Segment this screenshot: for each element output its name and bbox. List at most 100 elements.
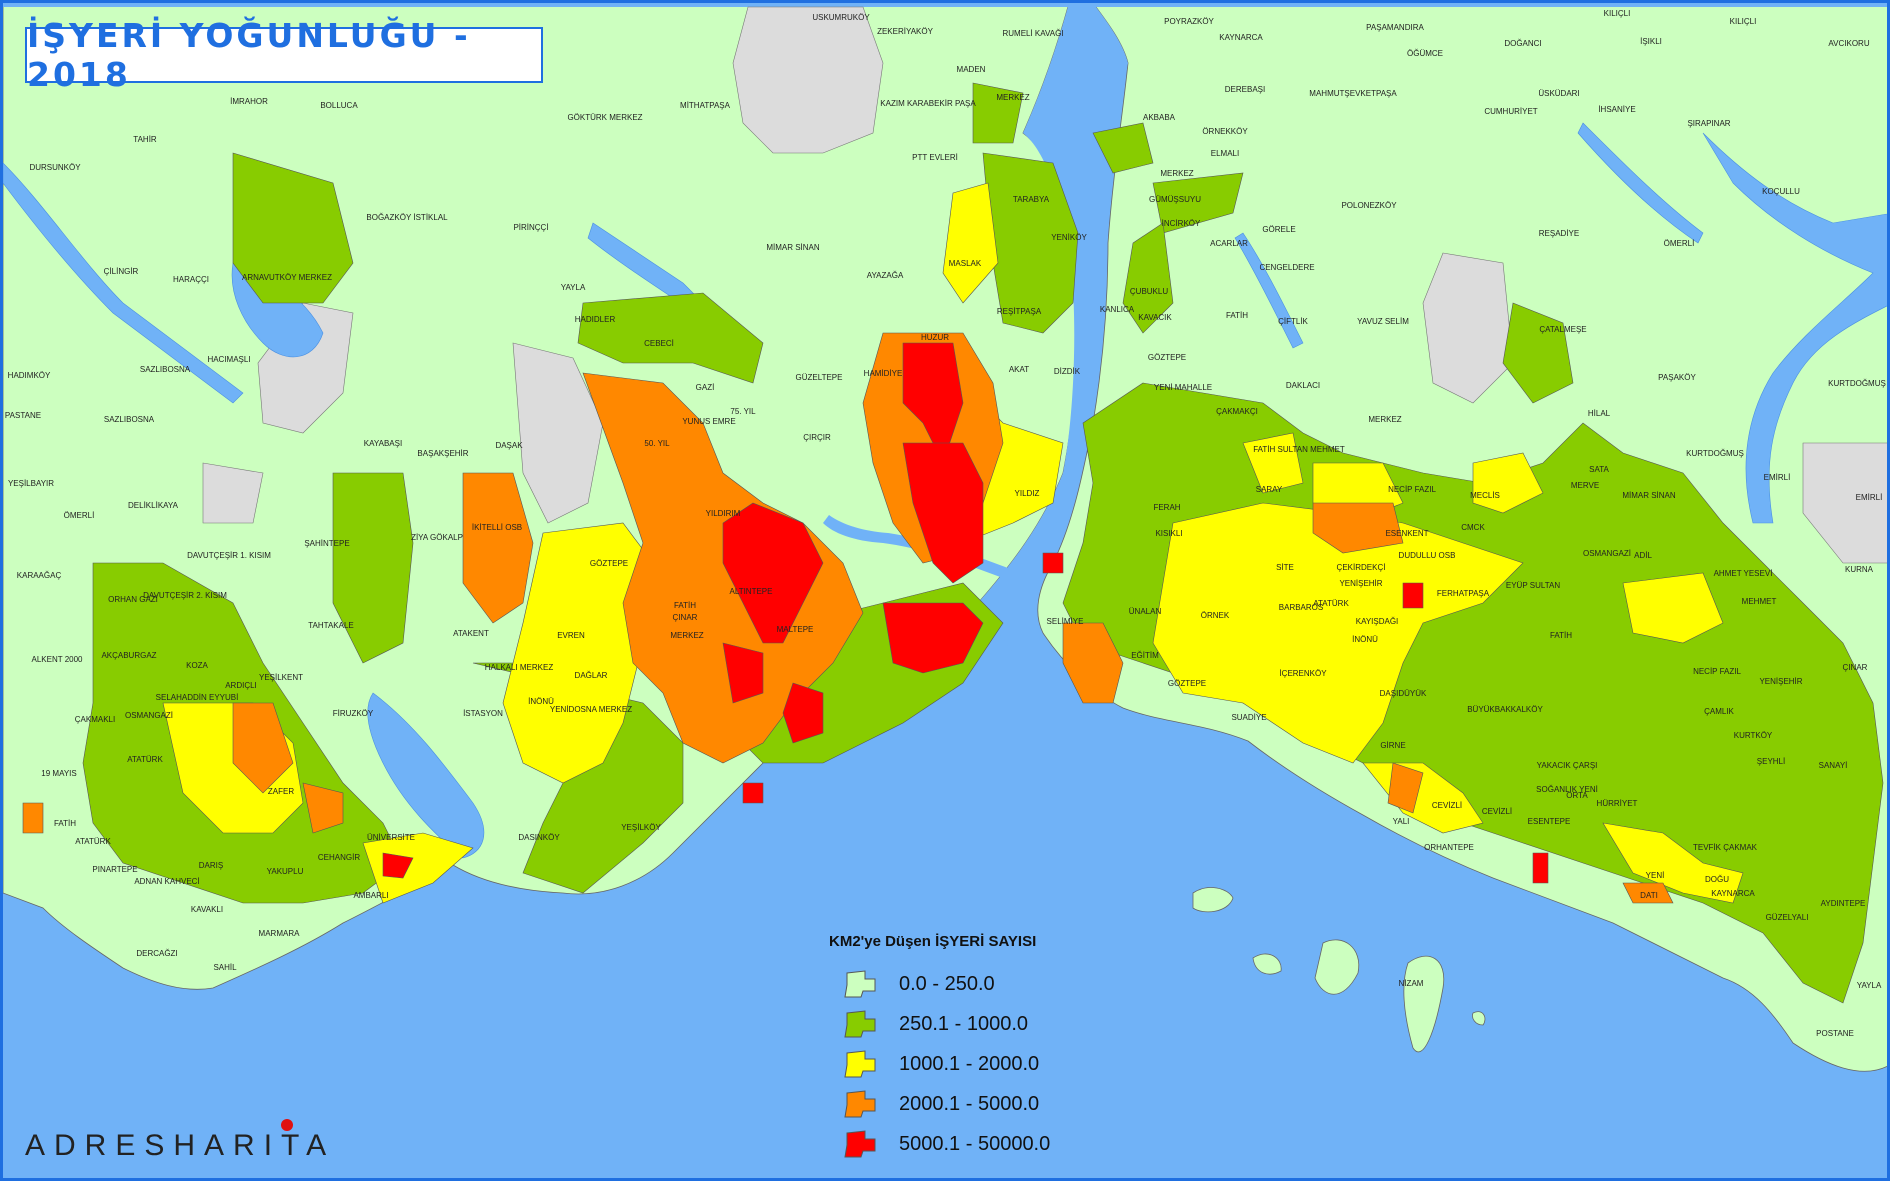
brand-dot-icon: [281, 1119, 293, 1131]
place-label: MİTHATPAŞA: [680, 101, 730, 110]
place-label: ATATÜRK: [1313, 599, 1349, 608]
place-label: ESENTEPE: [1527, 817, 1571, 826]
place-label: DAVUTÇEŞİR 2. KISIM: [143, 591, 227, 600]
place-label: ATAKENT: [453, 629, 489, 638]
place-label: YEŞİLKENT: [258, 673, 304, 682]
place-label: PİRİNÇÇİ: [513, 223, 549, 232]
place-label: SANAYİ: [1818, 761, 1848, 770]
place-label: İŞIKLI: [1640, 37, 1662, 46]
place-label: DELİKLİKAYA: [128, 501, 178, 510]
place-label: YENİKÖY: [1051, 233, 1087, 242]
legend: KM2'ye Düşen İŞYERİ SAYISI 0.0 - 250.0 2…: [829, 933, 1129, 1164]
place-label: FERHATPAŞA: [1436, 589, 1490, 598]
place-label: İNÖNÜ: [1352, 635, 1378, 644]
place-label: AHMET YESEVİ: [1713, 569, 1773, 578]
place-label: YAYLA: [560, 283, 586, 292]
place-label: MAHMUTŞEVKETPAŞA: [1309, 89, 1397, 98]
place-label: MERKEZ: [670, 631, 704, 640]
place-label: YENİ MAHALLE: [1153, 383, 1213, 392]
place-label: ATATÜRK: [127, 755, 163, 764]
place-label: TAHTAKALE: [308, 621, 354, 630]
place-label: ÜNİVERSİTE: [366, 833, 416, 842]
place-label: DOĞANCI: [1504, 39, 1542, 48]
place-label: HUZUR: [921, 333, 949, 342]
bosphorus: [978, 3, 1128, 653]
place-label: FATİH: [53, 819, 77, 828]
legend-item: 1000.1 - 2000.0: [829, 1044, 1129, 1084]
place-label: KAVAKLI: [190, 905, 224, 914]
islands: [1192, 887, 1486, 1053]
place-label: AYDINTEPE: [1820, 899, 1866, 908]
place-label: İKİTELLİ OSB: [471, 523, 523, 532]
place-label: HACIMAŞLI: [207, 355, 251, 364]
place-label: ÇİFTLİK: [1278, 317, 1308, 326]
place-label: ÇUBUKLU: [1129, 287, 1169, 296]
place-label: PTT EVLERİ: [912, 153, 958, 162]
place-label: DAŞAK: [495, 441, 523, 450]
place-label: ESENKENT: [1385, 529, 1429, 538]
place-label: DAKLACI: [1285, 381, 1321, 390]
place-label: YEŞİLKÖY: [621, 823, 661, 832]
brand-logo: ADRESHARITA: [25, 1129, 336, 1162]
place-label: ÜNALAN: [1128, 607, 1162, 616]
legend-item: 250.1 - 1000.0: [829, 1004, 1129, 1044]
place-label: DATI: [1640, 891, 1658, 900]
place-label: RUMELİ KAVAĞI: [1002, 29, 1064, 38]
black-sea: [3, 3, 1887, 7]
legend-item: 5000.1 - 50000.0: [829, 1124, 1129, 1164]
place-label: DURSUNKÖY: [29, 163, 81, 172]
place-label: GÖZTEPE: [1147, 353, 1187, 362]
place-label: KILIÇLI: [1603, 9, 1631, 18]
place-label: NECİP FAZIL: [1693, 667, 1741, 676]
legend-title: KM2'ye Düşen İŞYERİ SAYISI: [829, 933, 1037, 950]
place-label: ARDIÇLI: [225, 681, 257, 690]
place-label: ÖMERLİ: [1663, 239, 1695, 248]
place-label: 75. YIL: [730, 407, 756, 416]
place-label: EYÜP SULTAN: [1505, 581, 1561, 590]
place-label: MARMARA: [258, 929, 300, 938]
place-label: HALKALI MERKEZ: [484, 663, 554, 672]
place-label: YALI: [1392, 817, 1410, 826]
place-label: DARIŞ: [198, 861, 224, 870]
place-label: AVCIKORU: [1828, 39, 1870, 48]
place-label: ÇIRÇIR: [803, 433, 831, 442]
place-label: YENİ: [1645, 871, 1665, 880]
place-label: ORTA: [1566, 791, 1588, 800]
legend-label: 250.1 - 1000.0: [899, 1012, 1028, 1035]
map-title-box: İŞYERİ YOĞUNLUĞU - 2018: [25, 16, 543, 94]
place-label: 50. YIL: [644, 439, 670, 448]
place-label: MİMAR SİNAN: [1622, 491, 1676, 500]
place-label: ÇAKMAKLI: [74, 715, 116, 724]
legend-swatch-icon: [844, 1090, 876, 1118]
place-label: GİRNE: [1380, 741, 1406, 750]
place-label: KOÇULLU: [1762, 187, 1800, 196]
place-label: ÇATALMEŞE: [1539, 325, 1587, 334]
place-label: POLONEZKÖY: [1341, 201, 1397, 210]
place-label: DAĞLAR: [574, 671, 608, 680]
place-label: GÖZTEPE: [589, 559, 629, 568]
place-label: FİRUZKÖY: [332, 709, 374, 718]
place-label: MİMAR SİNAN: [766, 243, 820, 252]
legend-item: 0.0 - 250.0: [829, 964, 1129, 1004]
place-label: HARAÇÇI: [172, 275, 210, 284]
place-label: NİZAM: [1398, 979, 1424, 988]
place-label: AKBABA: [1142, 113, 1176, 122]
place-label: YEŞİLBAYIR: [7, 479, 55, 488]
place-label: CEVİZLİ: [1431, 801, 1463, 810]
place-label: KAVACIK: [1138, 313, 1172, 322]
place-label: BARBAROS: [1278, 603, 1324, 612]
place-label: PAŞAMANDIRA: [1366, 23, 1424, 32]
place-label: EĞİTİM: [1131, 651, 1159, 660]
legend-label: 2000.1 - 5000.0: [899, 1092, 1040, 1115]
density-map: [3, 3, 1887, 1178]
place-label: GÖZTEPE: [1167, 679, 1207, 688]
place-label: ÇINAR: [672, 613, 698, 622]
place-label: USKUMRUKÖY: [812, 13, 870, 22]
legend-label: 1000.1 - 2000.0: [899, 1052, 1040, 1075]
place-label: 19 MAYIS: [41, 769, 77, 778]
place-label: KURTKÖY: [1733, 731, 1773, 740]
place-label: İSTASYON: [463, 709, 503, 718]
legend-label: 0.0 - 250.0: [899, 972, 995, 995]
place-label: YILDIRIM: [705, 509, 741, 518]
